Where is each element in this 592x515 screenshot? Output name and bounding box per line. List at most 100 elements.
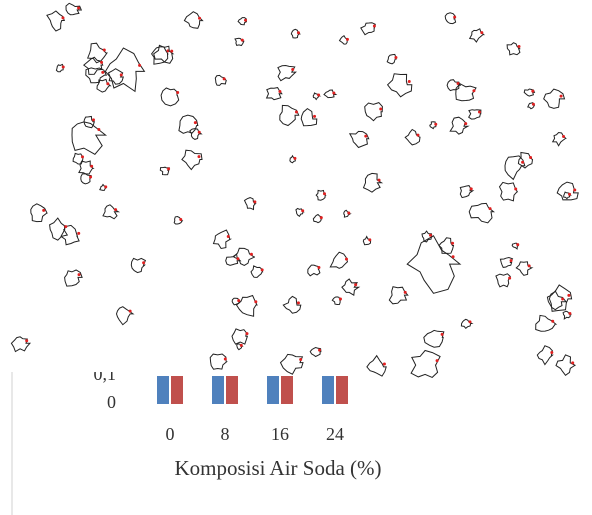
particle-marker — [339, 298, 342, 301]
particle-marker — [354, 283, 357, 286]
bar — [336, 376, 348, 404]
particle-marker — [176, 91, 179, 94]
particle-marker — [345, 258, 348, 261]
particle-marker — [394, 56, 397, 59]
particle-marker — [101, 71, 104, 74]
particle-marker — [416, 134, 419, 137]
bar — [322, 376, 334, 404]
bar — [281, 376, 293, 404]
particle-marker — [90, 165, 93, 168]
particle-marker — [179, 218, 182, 221]
particle-marker — [532, 103, 535, 106]
x-tick-label: 16 — [271, 424, 289, 444]
particle-marker — [78, 273, 81, 276]
particle-marker — [323, 192, 326, 195]
particle-marker — [470, 187, 473, 190]
particle-marker — [364, 135, 367, 138]
particle-marker — [297, 31, 300, 34]
particle-marker — [368, 238, 371, 241]
particle-marker — [236, 257, 239, 260]
y-tick-label: 0 — [107, 392, 116, 412]
particle-marker — [170, 50, 173, 53]
particle-marker — [81, 155, 84, 158]
particle-marker — [138, 64, 141, 67]
particle-marker — [571, 361, 574, 364]
particle-marker — [250, 253, 253, 256]
particle-marker — [227, 235, 230, 238]
particle-marker — [408, 80, 411, 83]
particle-marker — [64, 225, 67, 228]
particle-marker — [404, 291, 407, 294]
particle-marker — [378, 179, 381, 182]
particle-marker — [129, 310, 132, 313]
chart: Komposisi Air Soda (%) 00,1081624 — [0, 0, 592, 515]
particle-marker — [278, 90, 281, 93]
particle-marker — [317, 94, 320, 97]
particle-marker — [92, 118, 95, 121]
page: Komposisi Air Soda (%) 00,1081624 (() =>… — [0, 0, 592, 515]
particle-marker — [347, 212, 350, 215]
particle-marker — [167, 167, 170, 170]
particle-marker — [295, 110, 298, 113]
particle-marker — [97, 128, 100, 131]
particle-marker — [489, 207, 492, 210]
particle-marker — [62, 66, 65, 69]
particle-marker — [567, 294, 570, 297]
particle-marker — [245, 332, 248, 335]
particle-marker — [451, 242, 454, 245]
bar — [212, 376, 224, 404]
particle-marker — [194, 121, 197, 124]
particle-marker — [568, 193, 571, 196]
particle-marker — [77, 232, 80, 235]
particle-marker — [237, 299, 240, 302]
particle-marker — [518, 45, 521, 48]
particle-marker — [550, 351, 553, 354]
particle-marker — [114, 208, 117, 211]
particle-marker — [198, 131, 201, 134]
particle-marker — [429, 234, 432, 237]
particle-marker — [514, 188, 517, 191]
particle-marker — [318, 349, 321, 352]
particle-marker — [436, 359, 439, 362]
particle-marker — [561, 297, 564, 300]
particle-marker — [100, 61, 103, 64]
particle-marker — [531, 90, 534, 93]
x-tick-label: 0 — [166, 424, 175, 444]
particle-marker — [468, 320, 471, 323]
particle-marker — [224, 358, 227, 361]
particle-marker — [521, 161, 524, 164]
particle-marker — [373, 24, 376, 27]
particle-marker — [240, 344, 243, 347]
particle-marker — [261, 268, 264, 271]
particle-marker — [510, 259, 513, 262]
particle-marker — [254, 300, 257, 303]
particle-marker — [568, 312, 571, 315]
particle-marker — [379, 108, 382, 111]
particle-marker — [253, 200, 256, 203]
particle-marker — [508, 277, 511, 280]
particle-marker — [291, 68, 294, 71]
particle-marker — [528, 264, 531, 267]
particle-marker — [25, 339, 28, 342]
particle-marker — [299, 358, 302, 361]
particle-marker — [551, 320, 554, 323]
particle-marker — [452, 255, 455, 258]
particle-marker — [320, 216, 323, 219]
bar — [157, 376, 169, 404]
particle-marker — [573, 188, 576, 191]
particle-marker — [198, 17, 201, 20]
particle-marker — [478, 110, 481, 113]
particle-marker — [241, 39, 244, 42]
bar — [171, 376, 183, 404]
particle-marker — [313, 115, 316, 118]
overlay-image — [0, 0, 592, 377]
x-tick-label: 8 — [221, 424, 230, 444]
particle-marker — [332, 91, 335, 94]
particle-marker — [383, 363, 386, 366]
particle-marker — [453, 16, 456, 19]
particle-marker — [104, 185, 107, 188]
particle-marker — [89, 175, 92, 178]
bar — [226, 376, 238, 404]
x-tick-label: 24 — [326, 424, 344, 444]
particle-marker — [197, 155, 200, 158]
